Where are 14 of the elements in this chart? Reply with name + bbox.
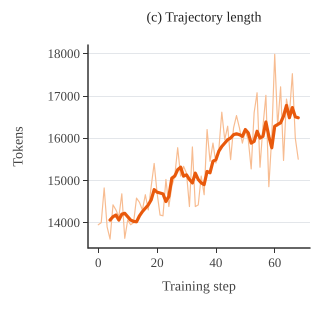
- chart-title: (c) Trajectory length: [146, 10, 262, 26]
- x-tick-label: 20: [150, 255, 164, 270]
- y-axis-title: Tokens: [12, 126, 26, 167]
- x-tick-label: 0: [95, 255, 102, 270]
- line-series: [98, 54, 299, 240]
- x-tick-label: 60: [268, 255, 282, 270]
- y-tick-label: 17000: [48, 88, 80, 104]
- x-tick-label: 40: [209, 255, 222, 270]
- y-tick-label: 15000: [48, 172, 80, 188]
- line-series: [108, 104, 300, 224]
- x-axis-title: Training step: [162, 280, 236, 294]
- y-tick-label: 18000: [48, 46, 80, 61]
- y-tick-label: 14000: [48, 215, 80, 230]
- y-tick-label: 16000: [48, 130, 80, 146]
